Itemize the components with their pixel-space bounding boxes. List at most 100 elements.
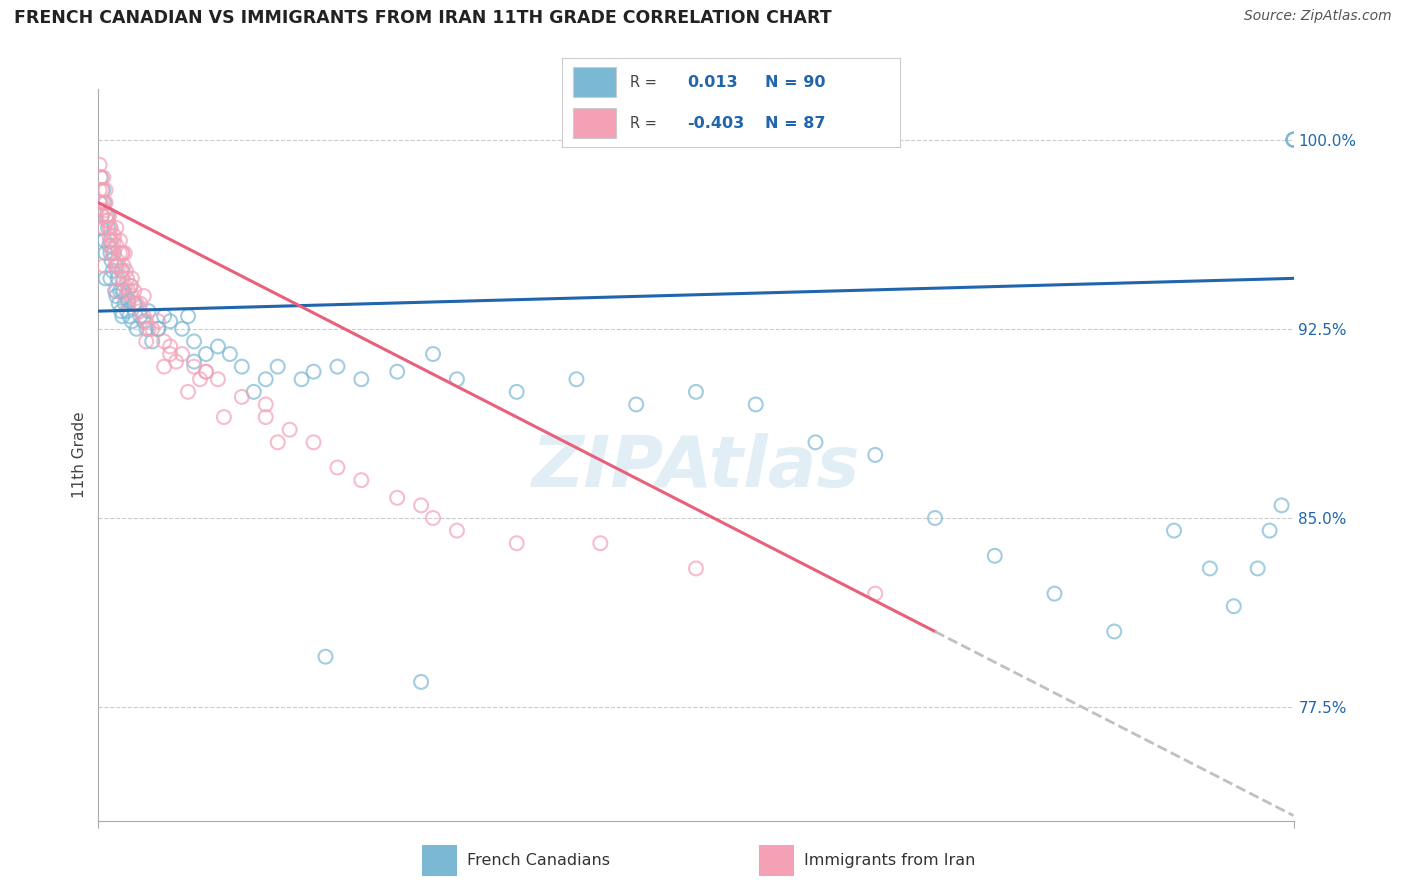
Point — [111, 284, 134, 298]
Point — [924, 511, 946, 525]
Point — [94, 183, 117, 197]
Point — [219, 347, 242, 361]
Point — [112, 259, 135, 273]
Point — [207, 339, 229, 353]
Point — [93, 203, 115, 218]
Point — [446, 372, 468, 386]
Point — [231, 390, 253, 404]
Point — [115, 271, 138, 285]
Point — [1102, 624, 1125, 639]
Point — [98, 246, 122, 260]
Point — [183, 334, 205, 349]
Point — [290, 372, 312, 386]
Point — [1282, 133, 1305, 147]
Text: Immigrants from Iran: Immigrants from Iran — [804, 854, 976, 868]
Point — [117, 296, 139, 310]
Point — [114, 246, 136, 260]
Point — [267, 359, 290, 374]
Point — [89, 158, 111, 172]
Point — [385, 491, 409, 505]
Text: -0.403: -0.403 — [688, 116, 745, 130]
Point — [90, 221, 112, 235]
Point — [111, 264, 134, 278]
Point — [125, 322, 148, 336]
Point — [108, 284, 131, 298]
Point — [138, 304, 160, 318]
Point — [254, 372, 277, 386]
Point — [446, 524, 468, 538]
Point — [91, 183, 114, 197]
Point — [1282, 133, 1305, 147]
Point — [115, 264, 138, 278]
Point — [124, 296, 146, 310]
Point — [124, 284, 146, 298]
Point — [863, 587, 886, 601]
Point — [104, 259, 127, 273]
Point — [1043, 587, 1066, 601]
Point — [91, 208, 114, 222]
Point — [124, 296, 146, 310]
Point — [172, 322, 194, 336]
Point — [108, 234, 131, 248]
Point — [506, 384, 529, 399]
Point — [115, 304, 138, 318]
Point — [129, 296, 152, 310]
Point — [96, 208, 118, 222]
Point — [172, 347, 194, 361]
FancyBboxPatch shape — [572, 108, 616, 138]
Y-axis label: 11th Grade: 11th Grade — [72, 411, 87, 499]
Point — [350, 473, 373, 487]
Point — [107, 253, 129, 268]
Point — [114, 296, 136, 310]
Point — [385, 365, 409, 379]
Point — [110, 304, 132, 318]
Point — [1282, 133, 1305, 147]
Point — [1246, 561, 1268, 575]
Point — [98, 228, 121, 243]
Point — [242, 384, 264, 399]
Point — [302, 365, 325, 379]
Point — [685, 561, 707, 575]
Text: R =: R = — [630, 75, 657, 89]
Text: 0.013: 0.013 — [688, 75, 738, 89]
Point — [103, 228, 125, 243]
Point — [90, 170, 112, 185]
Point — [112, 284, 135, 298]
Point — [159, 347, 181, 361]
Point — [93, 234, 115, 248]
Point — [804, 435, 827, 450]
Point — [98, 208, 121, 222]
Point — [1282, 133, 1305, 147]
Point — [153, 359, 176, 374]
Point — [100, 253, 122, 268]
Point — [111, 271, 134, 285]
Point — [132, 314, 155, 328]
Point — [194, 365, 217, 379]
Point — [94, 246, 117, 260]
Point — [105, 238, 128, 252]
Point — [624, 397, 647, 411]
Text: French Canadians: French Canadians — [467, 854, 610, 868]
Point — [589, 536, 612, 550]
Point — [422, 347, 444, 361]
Point — [101, 246, 124, 260]
Point — [120, 279, 142, 293]
Point — [93, 259, 115, 273]
Point — [91, 183, 114, 197]
Point — [1198, 561, 1220, 575]
Point — [90, 170, 112, 185]
Point — [117, 284, 139, 298]
Point — [114, 279, 136, 293]
Point — [135, 314, 157, 328]
Point — [118, 309, 141, 323]
Point — [685, 384, 707, 399]
Text: N = 87: N = 87 — [765, 116, 825, 130]
Point — [315, 649, 337, 664]
Point — [101, 264, 124, 278]
Point — [91, 221, 114, 235]
Point — [98, 221, 122, 235]
Point — [89, 195, 111, 210]
Point — [745, 397, 768, 411]
Point — [115, 289, 138, 303]
Point — [107, 259, 129, 273]
